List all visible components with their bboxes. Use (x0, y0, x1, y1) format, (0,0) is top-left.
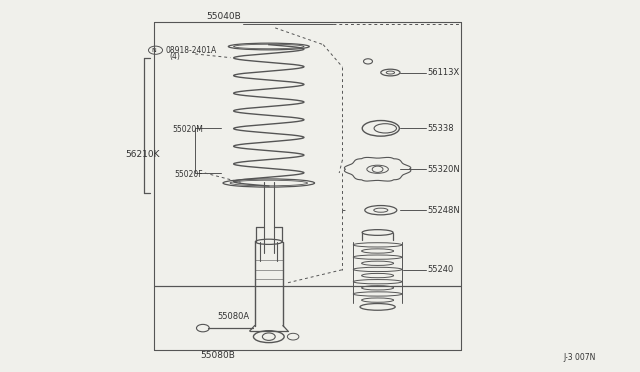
Text: 55020M: 55020M (173, 125, 204, 134)
Text: 55248N: 55248N (428, 206, 460, 215)
Text: 55080B: 55080B (200, 351, 235, 360)
Text: J-3 007N: J-3 007N (563, 353, 596, 362)
Text: 55338: 55338 (428, 124, 454, 133)
Text: 55080A: 55080A (218, 312, 250, 321)
Text: (4): (4) (170, 52, 180, 61)
Text: 55040B: 55040B (207, 12, 241, 21)
Text: 55240: 55240 (428, 265, 454, 274)
Text: 55020F: 55020F (175, 170, 204, 179)
Text: 55320N: 55320N (428, 165, 460, 174)
Text: 56113X: 56113X (428, 68, 460, 77)
Text: N: N (152, 48, 157, 53)
Text: 56210K: 56210K (125, 150, 159, 159)
Text: 08918-2401A: 08918-2401A (165, 46, 216, 55)
